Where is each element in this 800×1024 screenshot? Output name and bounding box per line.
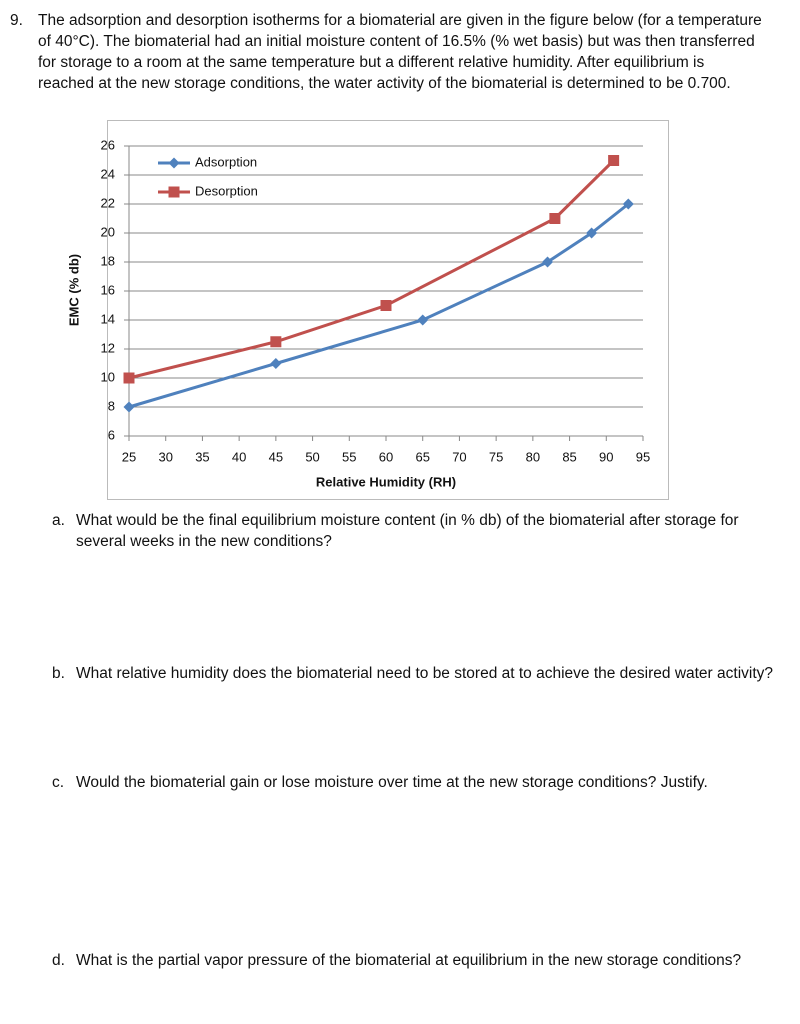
data-point [123, 401, 135, 413]
x-tick-label: 90 [599, 449, 613, 464]
data-point [417, 314, 429, 326]
x-tick-label: 80 [526, 449, 540, 464]
y-tick-label: 22 [101, 195, 115, 210]
y-tick-label: 18 [101, 253, 115, 268]
x-tick-label: 50 [305, 449, 319, 464]
x-tick-label: 60 [379, 449, 393, 464]
part-text: Would the biomaterial gain or lose moist… [76, 774, 708, 791]
part-letter: c. [52, 774, 65, 791]
y-tick-label: 16 [101, 282, 115, 297]
data-point [270, 358, 282, 369]
part-letter: a. [52, 512, 65, 529]
x-tick-label: 45 [269, 449, 283, 464]
x-tick-label: 30 [158, 449, 172, 464]
y-tick-label: 20 [101, 224, 115, 239]
data-point [549, 213, 561, 224]
x-tick-label: 95 [636, 449, 650, 464]
legend-label: Desorption [195, 183, 258, 198]
x-tick-label: 25 [122, 449, 136, 464]
legend-label: Adsorption [195, 154, 257, 169]
x-tick-label: 65 [415, 449, 429, 464]
data-point [123, 372, 135, 384]
y-tick-label: 10 [101, 369, 115, 384]
chart: EMC (% db) Relative Humidity (RH) 6 8 10 12… [66, 120, 669, 500]
data-point [542, 256, 554, 268]
x-tick-label: 40 [232, 449, 246, 464]
question-text: The adsorption and desorption isotherms … [38, 12, 762, 92]
legend-marker [168, 186, 180, 198]
part-text: What is the partial vapor pressure of th… [76, 952, 742, 969]
part-letter: b. [52, 665, 65, 682]
part-text: What relative humidity does the biomater… [76, 665, 774, 682]
y-tick-label: 14 [101, 311, 115, 326]
y-tick-label: 12 [101, 340, 115, 355]
y-tick-label: 24 [101, 166, 115, 181]
data-point [380, 300, 392, 311]
series-line [128, 202, 630, 409]
x-axis-title: Relative Humidity (RH) [316, 474, 456, 489]
question-number: 9. [10, 12, 23, 29]
x-tick-label: 85 [562, 449, 576, 464]
part-letter: d. [52, 952, 65, 969]
x-tick-label: 70 [452, 449, 466, 464]
data-point [270, 336, 282, 348]
data-point [622, 198, 634, 210]
y-tick-label: 26 [101, 137, 115, 152]
data-point [608, 155, 620, 166]
x-tick-label: 55 [342, 449, 356, 464]
x-tick-label: 35 [195, 449, 209, 464]
data-point [586, 227, 598, 239]
x-tick-label: 75 [489, 449, 503, 464]
y-axis-title: EMC (% db) [66, 254, 81, 326]
y-tick-label: 8 [108, 398, 115, 413]
legend-marker [168, 157, 180, 169]
part-text: What would be the final equilibrium mois… [76, 512, 739, 550]
y-tick-label: 6 [108, 427, 115, 442]
